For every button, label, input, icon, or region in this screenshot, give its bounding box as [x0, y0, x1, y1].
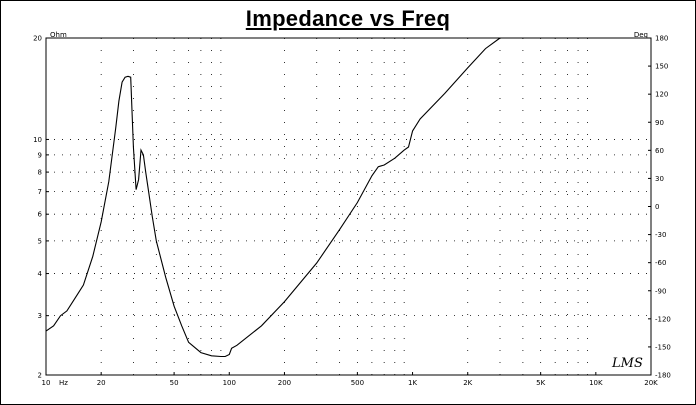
x-tick-label: 1K — [408, 379, 417, 387]
y2-tick-label: -150 — [655, 343, 671, 351]
grid — [46, 38, 651, 375]
x-tick-label: 10K — [589, 379, 603, 387]
x-tick-label: 10 — [42, 379, 51, 387]
y2-tick-label: 120 — [655, 91, 668, 99]
y2-tick-label: -60 — [655, 259, 666, 267]
y-tick-label: 4 — [38, 270, 43, 278]
y2-tick-label: 30 — [655, 175, 664, 183]
y2-tick-label: 90 — [655, 119, 664, 127]
y-axis-right: 180 150 120 90 60 30 0 -30 -60 -90 -120 -150 -180 — [648, 35, 671, 380]
x-tick-label: 2K — [463, 379, 472, 387]
x-tick-label: 50 — [170, 379, 179, 387]
x-tick-label: 100 — [223, 379, 236, 387]
y2-tick-label: 150 — [655, 63, 668, 71]
y-tick-label: 5 — [38, 237, 42, 245]
y-tick-label: 20 — [33, 35, 42, 43]
lms-logo: LMS — [611, 356, 643, 371]
y2-tick-label: -180 — [655, 372, 671, 380]
y2-tick-label: -90 — [655, 287, 666, 295]
chart-title: Impedance vs Freq — [245, 6, 451, 31]
y2-unit-label: Deg — [634, 31, 648, 39]
y-tick-label: 10 — [33, 136, 42, 144]
impedance-curve — [45, 37, 501, 358]
y2-tick-label: 60 — [655, 147, 664, 155]
x-tick-label: 20 — [97, 379, 106, 387]
y-tick-label: 7 — [38, 188, 42, 196]
x-axis: 10 20 50 100 200 500 1K 2K 5K 10K 20K — [42, 372, 658, 387]
y-unit-label: Ohm — [50, 31, 67, 39]
x-tick-label: 20K — [644, 379, 658, 387]
x-unit-label: Hz — [59, 379, 68, 387]
y-tick-label: 6 — [38, 211, 43, 219]
y2-tick-label: 0 — [655, 203, 659, 211]
x-tick-label: 200 — [278, 379, 291, 387]
x-tick-label: 5K — [536, 379, 545, 387]
x-tick-label: 500 — [351, 379, 364, 387]
plot-area — [45, 37, 652, 376]
y-tick-label: 9 — [38, 151, 42, 159]
y-axis-left: 2 3 4 5 6 7 8 9 10 20 — [33, 35, 49, 380]
y2-tick-label: -120 — [655, 315, 671, 323]
y-tick-label: 8 — [38, 169, 42, 177]
y-tick-label: 3 — [38, 312, 42, 320]
y2-tick-label: -30 — [655, 231, 666, 239]
y2-tick-label: 180 — [655, 35, 668, 43]
y-tick-label: 2 — [38, 372, 42, 380]
